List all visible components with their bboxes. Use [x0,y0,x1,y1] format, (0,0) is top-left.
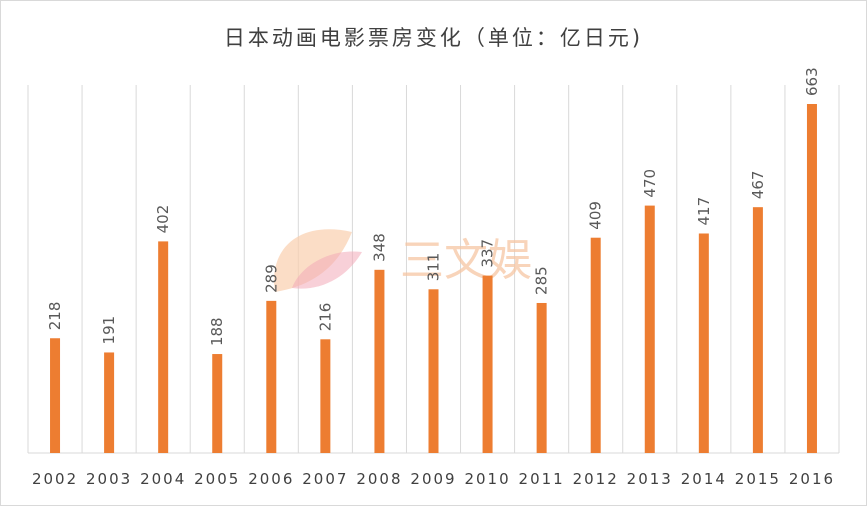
data-labels: 218 191 402 188 289 216 348 311 337 285 409 470 417 4… [46,67,821,346]
tick-label-2010: 2010 [464,470,510,488]
bar-2010 [482,275,493,453]
bar-2012 [590,237,601,453]
watermark-text: 三文娱 [400,235,532,286]
tick-label-2003: 2003 [86,470,132,488]
bar-2011 [536,302,547,453]
tick-label-2002: 2002 [32,470,78,488]
bar-2008 [374,269,385,453]
tick-label-2004: 2004 [140,470,186,488]
tick-label-2006: 2006 [248,470,294,488]
watermark: 三文娱 [274,229,532,292]
data-label-2012: 409 [587,201,605,230]
bar-2006 [266,300,277,453]
tick-label-2011: 2011 [519,470,565,488]
tick-label-2008: 2008 [356,470,402,488]
tick-label-2009: 2009 [410,470,456,488]
data-label-2002: 218 [46,302,64,331]
data-label-2010: 337 [479,239,497,268]
bar-2016 [806,104,817,453]
feather-logo-icon [274,229,362,292]
data-label-2006: 289 [262,264,280,293]
data-label-2004: 402 [154,205,172,234]
chart-title: 日本动画电影票房变化（单位：亿日元) [223,26,644,50]
bar-2009 [428,289,439,453]
bars [50,104,817,453]
tick-label-2005: 2005 [194,470,240,488]
tick-label-2016: 2016 [789,470,835,488]
data-label-2016: 663 [803,67,821,96]
data-label-2009: 311 [425,253,443,282]
data-label-2003: 191 [100,316,118,345]
bar-2014 [698,233,709,453]
x-tick-labels: 2002 2003 2004 2005 2006 2007 2008 2009 2010 2011… [32,470,835,488]
bar-2015 [752,207,763,453]
data-label-2011: 285 [533,266,551,295]
data-label-2008: 348 [370,233,388,262]
tick-label-2007: 2007 [302,470,348,488]
data-label-2013: 470 [641,169,659,198]
tick-label-2013: 2013 [627,470,673,488]
bar-2005 [212,354,223,453]
bar-2013 [644,205,655,453]
data-label-2005: 188 [208,317,226,346]
data-label-2014: 417 [695,197,713,226]
data-label-2007: 216 [316,303,334,332]
data-label-2015: 467 [749,171,767,200]
tick-label-2012: 2012 [573,470,619,488]
bar-2002 [50,338,61,453]
bar-2004 [158,241,169,453]
bar-2007 [320,339,331,453]
bar-2003 [104,352,115,453]
tick-label-2015: 2015 [735,470,781,488]
tick-label-2014: 2014 [681,470,727,488]
